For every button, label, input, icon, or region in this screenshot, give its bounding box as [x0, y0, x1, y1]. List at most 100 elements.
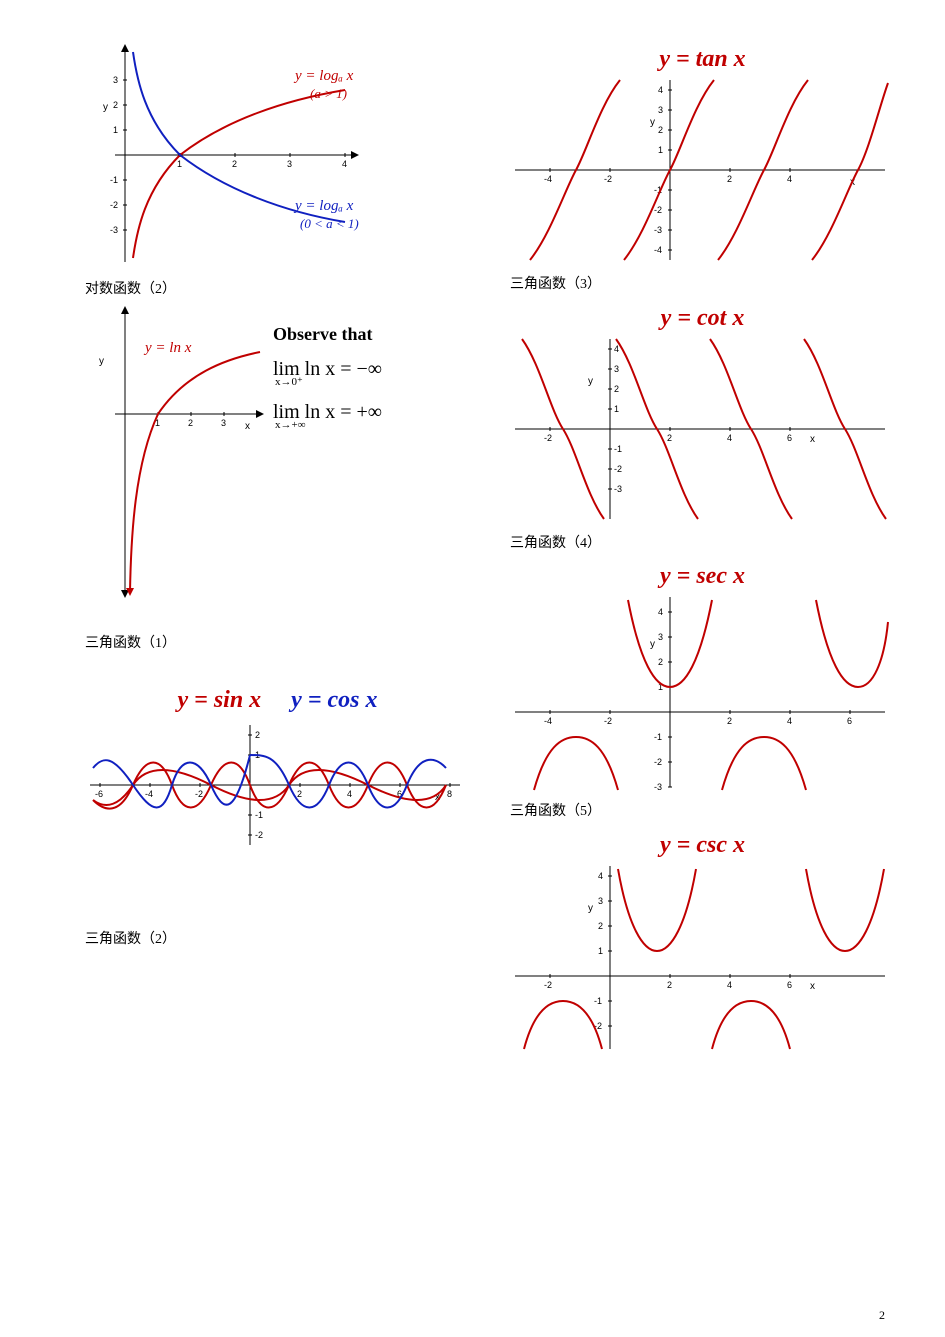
- svg-text:2: 2: [188, 418, 193, 428]
- svg-text:8: 8: [447, 789, 452, 799]
- cot-svg: -2 2 4 6 1 2 3 4 -1 -2 -3 y x: [510, 334, 890, 524]
- svg-text:x: x: [810, 981, 815, 992]
- csc-title: y = csc x: [510, 832, 895, 859]
- svg-text:y: y: [588, 376, 593, 387]
- svg-text:4: 4: [727, 433, 732, 443]
- trig2-caption: 三角函数（2）: [85, 930, 470, 950]
- limit-2: lim ln x = +∞ x→+∞: [273, 402, 382, 431]
- log-red-eq: y = logₐ x: [293, 68, 354, 84]
- ln-y-label: y: [99, 356, 104, 367]
- page-number: 2: [879, 1308, 885, 1323]
- svg-text:-1: -1: [654, 732, 662, 742]
- svg-text:-2: -2: [110, 200, 118, 210]
- svg-text:4: 4: [598, 871, 603, 881]
- svg-text:2: 2: [658, 657, 663, 667]
- svg-text:4: 4: [787, 174, 792, 184]
- limit-1: lim ln x = −∞ x→0⁺: [273, 359, 382, 388]
- xtick: 2: [232, 159, 237, 169]
- cos-title: y = cos x: [291, 687, 377, 714]
- trig5-caption: 三角函数（5）: [510, 802, 895, 822]
- svg-text:6: 6: [787, 433, 792, 443]
- svg-text:-2: -2: [604, 174, 612, 184]
- svg-text:1: 1: [113, 125, 118, 135]
- svg-text:-2: -2: [544, 980, 552, 990]
- svg-text:-6: -6: [95, 789, 103, 799]
- svg-text:-2: -2: [614, 464, 622, 474]
- ln-observe-box: Observe that lim ln x = −∞ x→0⁺ lim ln x…: [265, 304, 382, 604]
- svg-text:4: 4: [658, 607, 663, 617]
- svg-text:6: 6: [787, 980, 792, 990]
- ln-eq: y = ln x: [143, 340, 192, 356]
- ln-x-label: x: [245, 421, 250, 432]
- svg-text:-3: -3: [614, 484, 622, 494]
- svg-text:-4: -4: [544, 174, 552, 184]
- svg-text:-3: -3: [110, 225, 118, 235]
- svg-text:2: 2: [727, 174, 732, 184]
- ln-chart-svg: y x 1 2 3 y = ln x: [85, 304, 265, 604]
- xtick: 3: [287, 159, 292, 169]
- svg-text:4: 4: [347, 789, 352, 799]
- svg-text:-2: -2: [255, 830, 263, 840]
- svg-text:2: 2: [727, 716, 732, 726]
- svg-text:-2: -2: [544, 433, 552, 443]
- log-red-cond: (a > 1): [310, 86, 347, 101]
- svg-text:1: 1: [598, 946, 603, 956]
- log-blue-eq: y = logₐ x: [293, 198, 354, 214]
- tan-svg: -4 -2 2 4 1 2 3 4 -1 -2 -3 -4 y x: [510, 75, 890, 265]
- svg-text:4: 4: [787, 716, 792, 726]
- svg-text:-2: -2: [654, 757, 662, 767]
- y-axis-label: y: [103, 102, 108, 113]
- page: 1 2 3 4 1 2 3 -1 -2 -3 y: [0, 0, 945, 1337]
- trig4-caption: 三角函数（4）: [510, 534, 895, 554]
- csc-svg: -2 2 4 6 1 2 3 4 -1 -2 y x: [510, 861, 890, 1051]
- right-column: y = tan x -4 -2 2 4 1 2 3 4 -1 -2 -3 -4: [510, 40, 895, 1317]
- csc-chart: -2 2 4 6 1 2 3 4 -1 -2 y x: [510, 861, 895, 1051]
- svg-text:3: 3: [658, 632, 663, 642]
- svg-text:-3: -3: [654, 225, 662, 235]
- log-caption: 对数函数（2）: [85, 280, 470, 300]
- sec-title: y = sec x: [510, 563, 895, 590]
- svg-text:x: x: [810, 434, 815, 445]
- log-chart: 1 2 3 4 1 2 3 -1 -2 -3 y: [85, 40, 470, 270]
- sincos-chart: -6 -4 -2 2 4 6 8 1 2 -1 -2 x: [85, 720, 470, 850]
- sec-svg: -4 -2 2 4 6 1 2 3 4 -1 -2 -3 y: [510, 592, 890, 792]
- sec-chart: -4 -2 2 4 6 1 2 3 4 -1 -2 -3 y: [510, 592, 895, 792]
- svg-text:-1: -1: [594, 996, 602, 1006]
- xtick: 1: [177, 159, 182, 169]
- svg-text:2: 2: [667, 980, 672, 990]
- svg-text:-4: -4: [145, 789, 153, 799]
- svg-text:3: 3: [658, 105, 663, 115]
- svg-text:-1: -1: [110, 175, 118, 185]
- svg-text:-4: -4: [544, 716, 552, 726]
- svg-text:2: 2: [255, 730, 260, 740]
- svg-text:y: y: [650, 117, 655, 128]
- svg-text:6: 6: [847, 716, 852, 726]
- svg-text:-4: -4: [654, 245, 662, 255]
- sincos-svg: -6 -4 -2 2 4 6 8 1 2 -1 -2 x: [85, 720, 465, 850]
- sincos-title-row: y = sin x y = cos x: [85, 687, 470, 714]
- svg-text:-3: -3: [654, 782, 662, 792]
- log-blue-cond: (0 < a < 1): [300, 216, 359, 231]
- svg-text:y: y: [650, 639, 655, 650]
- svg-text:3: 3: [598, 896, 603, 906]
- svg-text:3: 3: [614, 364, 619, 374]
- cot-title: y = cot x: [510, 305, 895, 332]
- trig3-caption: 三角函数（3）: [510, 275, 895, 295]
- log-chart-svg: 1 2 3 4 1 2 3 -1 -2 -3 y: [85, 40, 445, 270]
- svg-text:2: 2: [667, 433, 672, 443]
- svg-text:2: 2: [614, 384, 619, 394]
- svg-text:4: 4: [727, 980, 732, 990]
- svg-text:-1: -1: [614, 444, 622, 454]
- svg-text:-2: -2: [604, 716, 612, 726]
- trig1-caption: 三角函数（1）: [85, 634, 470, 654]
- svg-text:1: 1: [614, 404, 619, 414]
- svg-text:3: 3: [113, 75, 118, 85]
- sin-title: y = sin x: [177, 687, 261, 714]
- svg-text:2: 2: [113, 100, 118, 110]
- svg-text:-2: -2: [195, 789, 203, 799]
- svg-text:1: 1: [658, 145, 663, 155]
- svg-text:4: 4: [658, 85, 663, 95]
- xtick: 4: [342, 159, 347, 169]
- svg-text:y: y: [588, 903, 593, 914]
- svg-text:2: 2: [658, 125, 663, 135]
